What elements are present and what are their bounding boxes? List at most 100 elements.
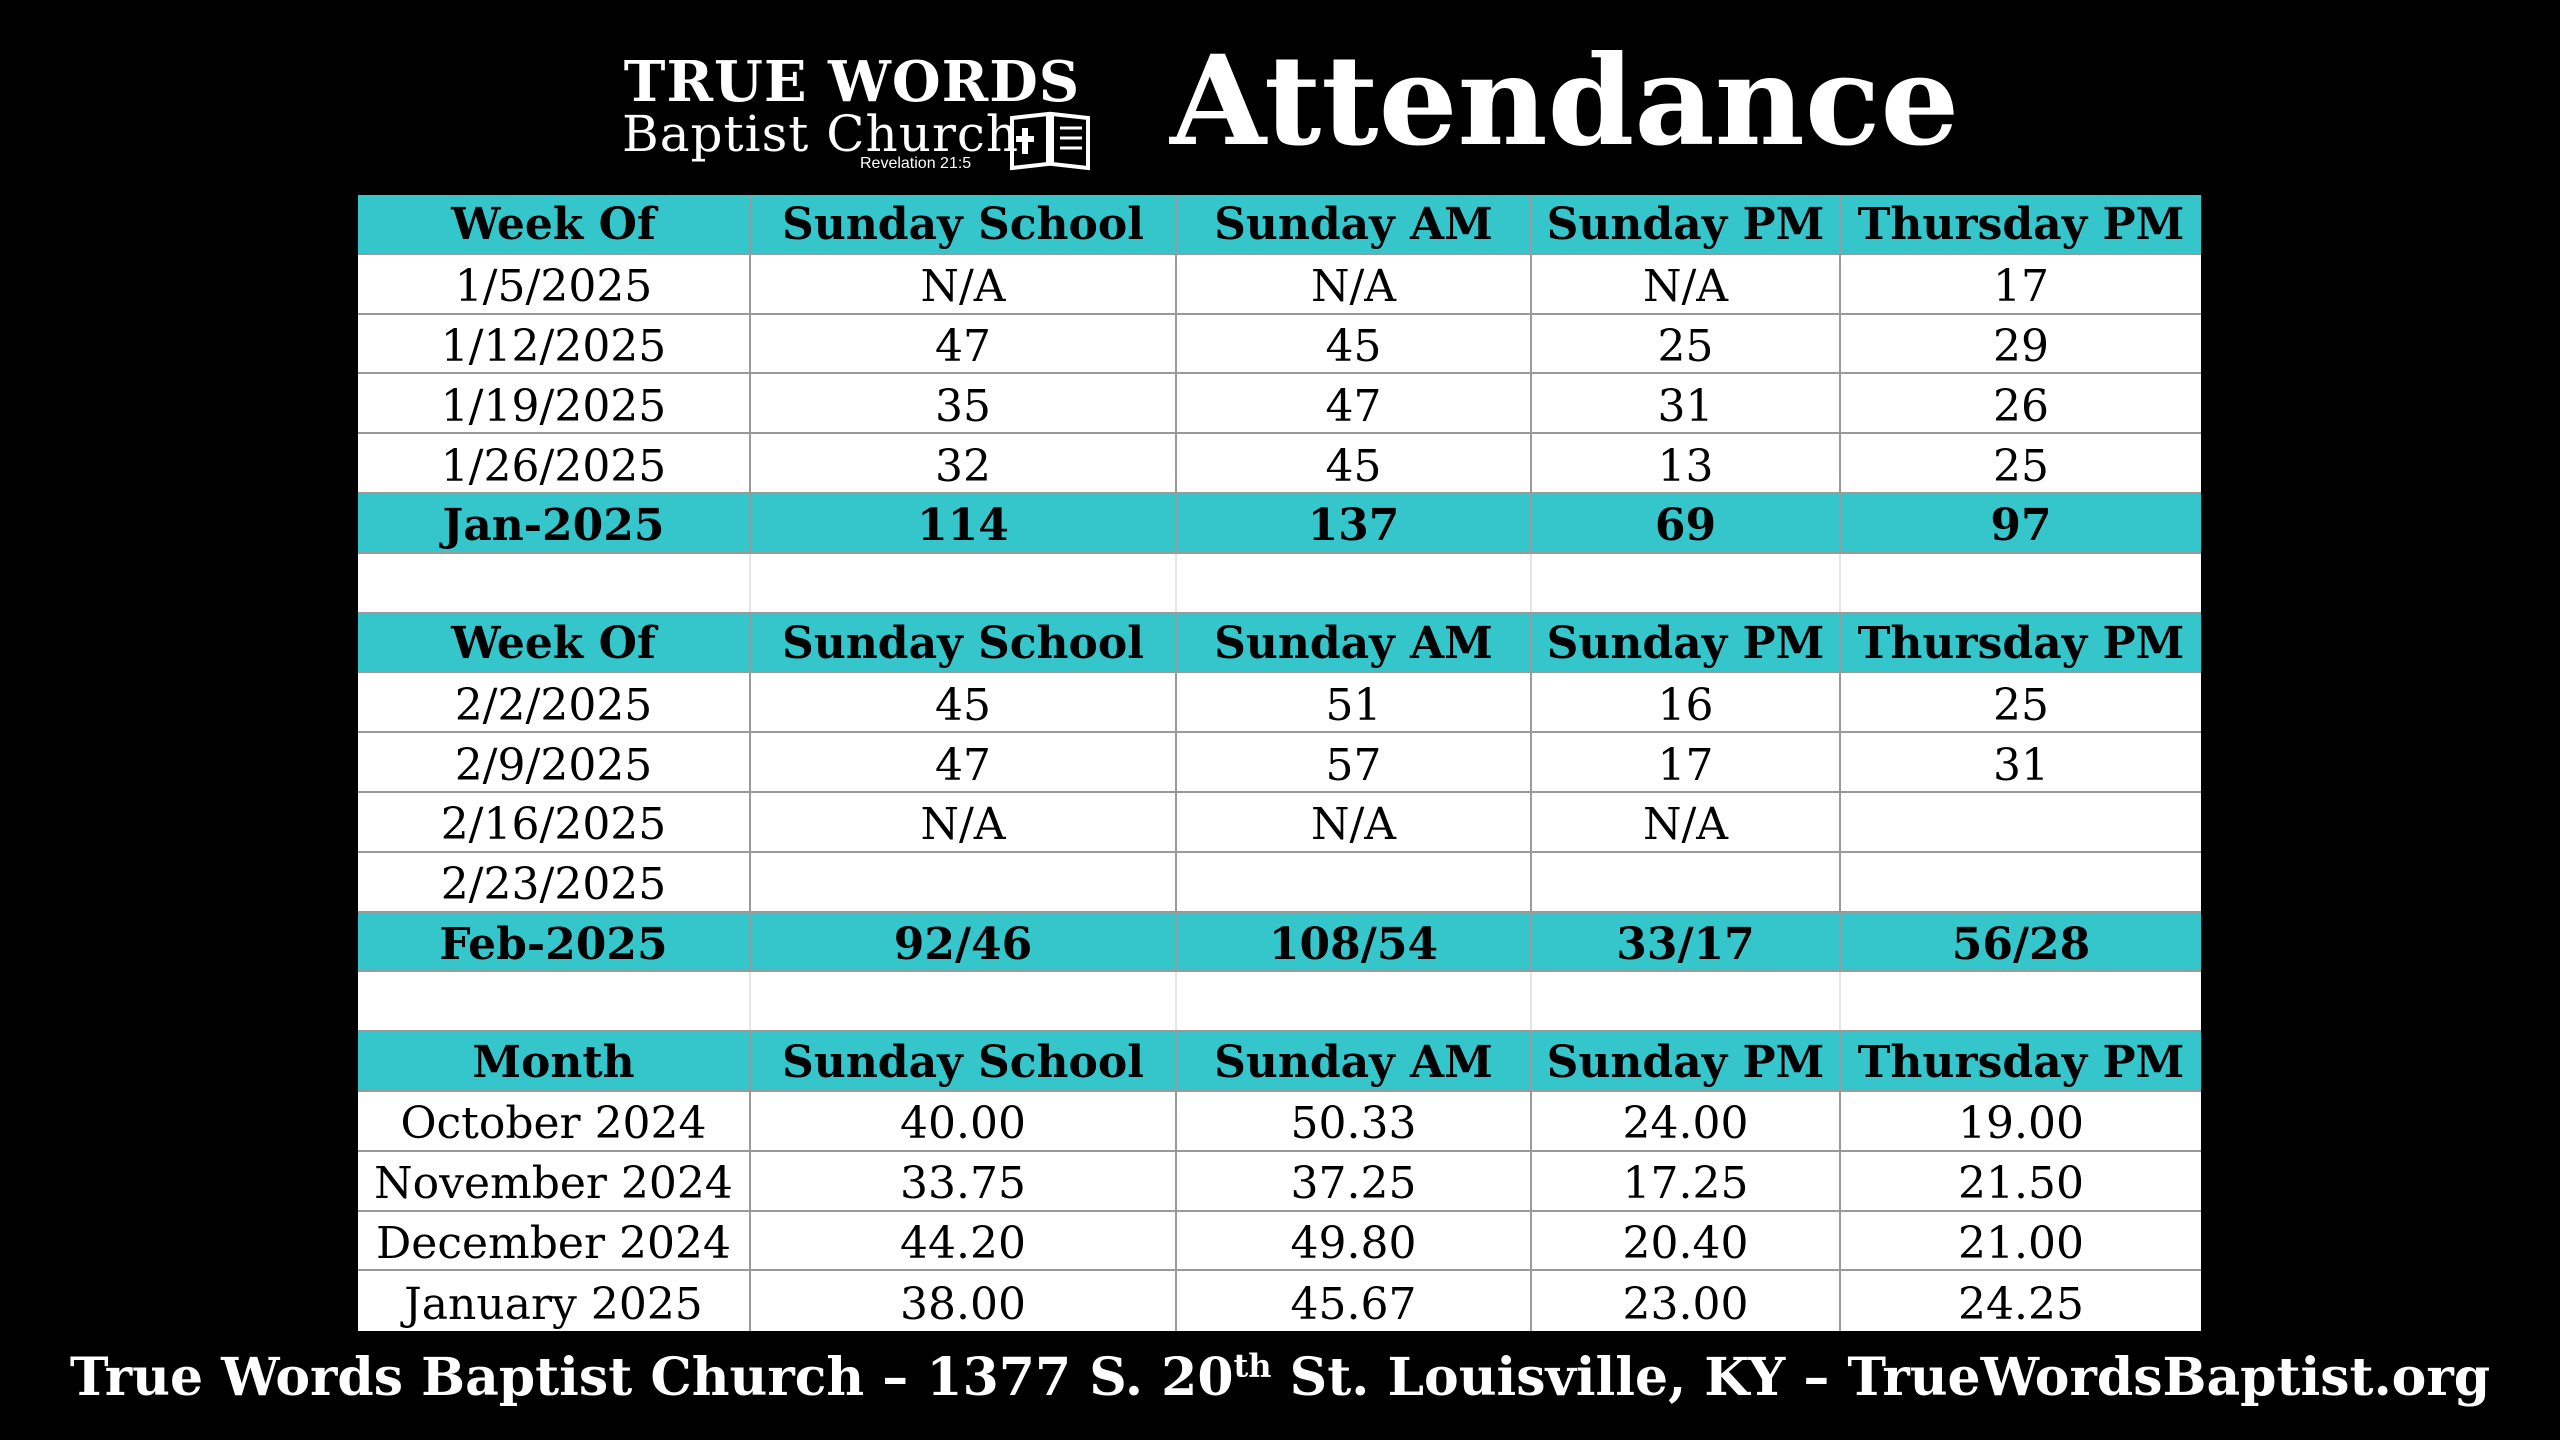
cell-sunday-school: Sunday School bbox=[751, 613, 1177, 672]
cell-sunday-pm bbox=[1532, 972, 1841, 1031]
table-total-row: Feb-2025 92/46 108/54 33/17 56/28 bbox=[358, 912, 2201, 973]
cell-week-of bbox=[358, 553, 751, 612]
cell-sunday-pm: Sunday PM bbox=[1532, 1032, 1841, 1090]
cell-thursday-pm: 31 bbox=[1993, 739, 2049, 791]
footer-prefix: True Words Baptist Church – 1377 S. 20 bbox=[69, 1347, 1234, 1408]
cell-week-of: 2/9/2025 bbox=[358, 733, 751, 791]
table-spacer-row bbox=[358, 972, 2201, 1033]
cell-week-of: Month bbox=[358, 1032, 751, 1090]
table-header-row: Week Of Sunday School Sunday AM Sunday PM Th… bbox=[358, 195, 2201, 255]
footer-suffix: St. Louisville, KY – TrueWordsBaptist.or… bbox=[1271, 1347, 2491, 1408]
cell-thursday-pm: 24.25 bbox=[1958, 1278, 2084, 1330]
cell-week-of: December 2024 bbox=[358, 1211, 751, 1270]
cell-sunday-pm: Sunday PM bbox=[1532, 613, 1841, 672]
cell-thursday-pm bbox=[1841, 793, 2201, 851]
cell-thursday-pm: 56/28 bbox=[1951, 918, 2091, 970]
cell-sunday-school bbox=[751, 972, 1177, 1031]
cell-sunday-school: 45 bbox=[751, 673, 1177, 732]
cell-sunday-school bbox=[751, 852, 1177, 911]
table-row: October 2024 40.00 50.33 24.00 19.00 bbox=[358, 1091, 2201, 1152]
cell-week-of: November 2024 bbox=[358, 1151, 751, 1210]
cell-sunday-am: 57 bbox=[1177, 733, 1532, 791]
cell-thursday-pm: 29 bbox=[1993, 320, 2049, 372]
cell-thursday-pm bbox=[1841, 853, 2201, 911]
cell-week-of: 2/2/2025 bbox=[358, 673, 751, 732]
table-row: December 2024 44.20 49.80 20.40 21.00 bbox=[358, 1211, 2201, 1272]
cell-week-of: 1/19/2025 bbox=[358, 374, 751, 433]
cell-sunday-pm: 17 bbox=[1532, 733, 1841, 791]
cell-sunday-pm: 24.00 bbox=[1532, 1091, 1841, 1150]
cell-sunday-pm: 17.25 bbox=[1532, 1151, 1841, 1210]
table-row: November 2024 33.75 37.25 17.25 21.50 bbox=[358, 1151, 2201, 1212]
cell-sunday-am: 37.25 bbox=[1177, 1151, 1532, 1210]
cell-week-of: Week Of bbox=[358, 195, 751, 253]
cell-sunday-am: 137 bbox=[1177, 493, 1532, 552]
cell-sunday-pm: 25 bbox=[1532, 314, 1841, 373]
cell-sunday-school: Sunday School bbox=[751, 1032, 1177, 1090]
cell-thursday-pm: Thursday PM bbox=[1857, 199, 2185, 251]
cell-thursday-pm: 21.00 bbox=[1958, 1217, 2084, 1269]
table-row: 2/2/2025 45 51 16 25 bbox=[358, 673, 2201, 734]
cell-thursday-pm: 17 bbox=[1993, 261, 2049, 313]
logo-line-scripture: Revelation 21:5 bbox=[860, 155, 972, 172]
cell-sunday-pm: N/A bbox=[1532, 254, 1841, 313]
cell-sunday-school: N/A bbox=[751, 254, 1177, 313]
table-row: 2/16/2025 N/A N/A N/A bbox=[358, 792, 2201, 853]
cell-sunday-am: N/A bbox=[1177, 254, 1532, 313]
footer-address: True Words Baptist Church – 1377 S. 20th… bbox=[0, 1343, 2560, 1413]
cell-sunday-am: 49.80 bbox=[1177, 1211, 1532, 1270]
cell-sunday-school: 114 bbox=[751, 493, 1177, 552]
cell-sunday-pm bbox=[1532, 852, 1841, 911]
cell-sunday-am: Sunday AM bbox=[1177, 613, 1532, 672]
cell-sunday-am: 45 bbox=[1177, 434, 1532, 492]
cell-sunday-school: 38.00 bbox=[751, 1271, 1177, 1332]
cell-thursday-pm: Thursday PM bbox=[1857, 617, 2185, 669]
church-logo: TRUE WORDS Baptist Church Revelation 21:… bbox=[612, 50, 1092, 178]
cell-sunday-am: Sunday AM bbox=[1177, 195, 1532, 253]
table-total-row: Jan-2025 114 137 69 97 bbox=[358, 493, 2201, 554]
cell-thursday-pm: 97 bbox=[1990, 500, 2052, 552]
cell-thursday-pm: 25 bbox=[1993, 679, 2049, 731]
cell-sunday-school: 47 bbox=[751, 733, 1177, 791]
cell-thursday-pm bbox=[1841, 972, 2201, 1030]
cell-sunday-school: 35 bbox=[751, 374, 1177, 433]
cell-week-of: October 2024 bbox=[358, 1091, 751, 1150]
cell-sunday-school: N/A bbox=[751, 792, 1177, 851]
cell-sunday-school bbox=[751, 553, 1177, 612]
cell-week-of: 1/5/2025 bbox=[358, 254, 751, 313]
cell-thursday-pm: 26 bbox=[1993, 380, 2049, 432]
cell-sunday-am: 51 bbox=[1177, 673, 1532, 732]
bible-cross-icon bbox=[1010, 111, 1090, 171]
cell-week-of: 2/23/2025 bbox=[358, 852, 751, 911]
cell-sunday-am: Sunday AM bbox=[1177, 1032, 1532, 1090]
attendance-table: Week Of Sunday School Sunday AM Sunday PM Th… bbox=[358, 195, 2201, 1332]
cell-week-of: Week Of bbox=[358, 613, 751, 672]
cell-sunday-am: 45 bbox=[1177, 314, 1532, 373]
cell-thursday-pm bbox=[1841, 554, 2201, 612]
cell-thursday-pm: 19.00 bbox=[1958, 1098, 2084, 1150]
cell-sunday-school: 47 bbox=[751, 314, 1177, 373]
cell-sunday-pm: 13 bbox=[1532, 434, 1841, 492]
cell-sunday-school: 92/46 bbox=[751, 912, 1177, 971]
cell-sunday-pm: 16 bbox=[1532, 673, 1841, 732]
cell-sunday-school: 33.75 bbox=[751, 1151, 1177, 1210]
cell-sunday-school: 40.00 bbox=[751, 1091, 1177, 1150]
cell-sunday-am: 45.67 bbox=[1177, 1271, 1532, 1332]
cell-week-of: 1/12/2025 bbox=[358, 314, 751, 373]
footer-ordinal-suffix: th bbox=[1233, 1346, 1272, 1385]
cell-sunday-pm: 23.00 bbox=[1532, 1271, 1841, 1332]
cell-sunday-am bbox=[1177, 553, 1532, 612]
table-header-row: Week Of Sunday School Sunday AM Sunday PM Th… bbox=[358, 613, 2201, 674]
table-spacer-row bbox=[358, 553, 2201, 614]
table-header-row: Month Sunday School Sunday AM Sunday PM Thur… bbox=[358, 1032, 2201, 1092]
table-row: 2/23/2025 bbox=[358, 852, 2201, 913]
cell-sunday-pm: 31 bbox=[1532, 374, 1841, 433]
cell-week-of: January 2025 bbox=[358, 1271, 751, 1332]
cell-sunday-am: 108/54 bbox=[1177, 912, 1532, 971]
cell-sunday-am: N/A bbox=[1177, 792, 1532, 851]
cell-sunday-pm bbox=[1532, 553, 1841, 612]
cell-sunday-am bbox=[1177, 972, 1532, 1031]
cell-sunday-am bbox=[1177, 852, 1532, 911]
cell-sunday-pm: N/A bbox=[1532, 792, 1841, 851]
